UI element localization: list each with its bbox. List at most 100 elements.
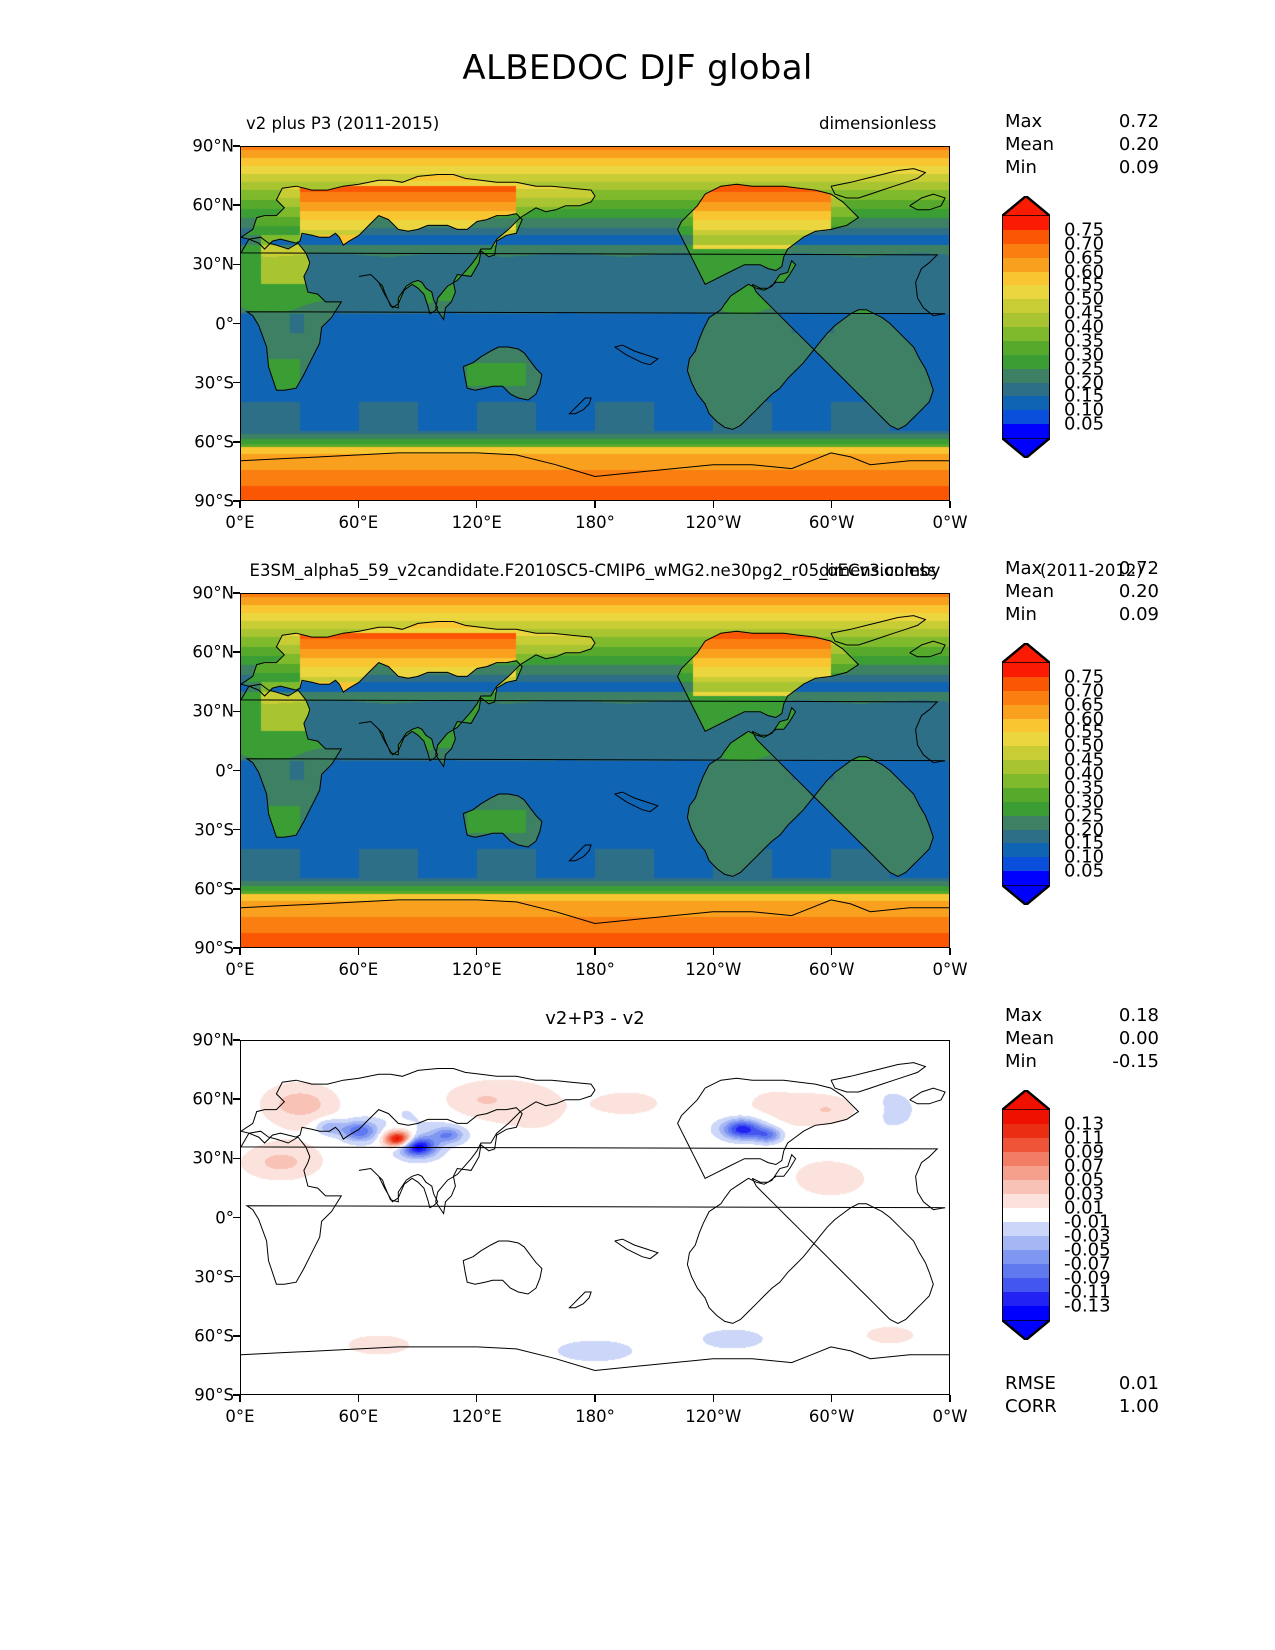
- colorbar-tick-label: 0.60: [1064, 261, 1105, 282]
- stats-difference-max-value: 0.18: [1118, 1005, 1159, 1026]
- coastline-path: [677, 183, 860, 285]
- coastline-path: [241, 1346, 949, 1372]
- colorbar-swatch: [1003, 1236, 1049, 1250]
- x-tick-label: 120°E: [451, 960, 502, 979]
- x-tick-mark: [830, 1395, 833, 1402]
- x-tick-label: 60°E: [338, 513, 379, 532]
- colorbar-tick-label: 0.75: [1064, 219, 1105, 241]
- y-tick-label: 30°S: [194, 820, 234, 840]
- x-tick-label: 0°W: [932, 513, 968, 532]
- y-tick-label: 90°N: [192, 583, 234, 603]
- y-tick-label: 60°N: [192, 195, 234, 215]
- colorbar-swatch: [1003, 774, 1049, 788]
- colorbar-over-arrow: [1002, 1090, 1050, 1110]
- colorbar-tick-label: 0.75: [1064, 666, 1105, 688]
- colorbar-swatch: [1003, 327, 1049, 341]
- colorbar-tick-label: -0.07: [1064, 1253, 1111, 1275]
- colorbar-swatch: [1003, 285, 1049, 300]
- colorbar-swatch: [1003, 1278, 1049, 1292]
- colorbar-tick-label: 0.70: [1064, 680, 1105, 702]
- panel-difference-title: v2+P3 - v2: [545, 1008, 645, 1029]
- x-tick-label: 0°W: [932, 960, 968, 979]
- colorbar-swatch: [1003, 663, 1049, 677]
- x-tick-mark: [239, 948, 241, 955]
- y-tick-label: 30°S: [194, 373, 234, 393]
- colorbar-tick-label: 0.15: [1064, 385, 1105, 407]
- colorbar-tick-label: 0.13: [1064, 1113, 1105, 1135]
- coastline-path: [241, 899, 949, 925]
- y-tick-mark: [233, 1394, 240, 1396]
- stats-test-max-value: 0.72: [1118, 111, 1159, 132]
- colorbar-tick-label: 0.05: [1064, 860, 1105, 882]
- coastline-path: [462, 1240, 543, 1295]
- stats-test-max-label: Max: [1005, 111, 1043, 132]
- y-tick-label: 90°N: [192, 136, 234, 156]
- x-tick-label: 60°E: [338, 960, 379, 979]
- x-tick-label: 0°E: [225, 513, 255, 532]
- x-tick-mark: [594, 1395, 596, 1402]
- colorbar-tick-label: 0.25: [1064, 358, 1105, 380]
- colorbar-swatch: [1003, 271, 1049, 286]
- x-tick-mark: [712, 948, 715, 955]
- contour-field: [241, 1041, 949, 1394]
- colorbar-swatch: [1003, 396, 1049, 411]
- colorbar-tick-label: 0.30: [1064, 344, 1105, 366]
- x-tick-mark: [712, 1395, 715, 1402]
- y-tick-mark: [233, 1335, 240, 1337]
- colorbar-under-arrow: [1002, 1320, 1050, 1340]
- coastline-path: [614, 344, 659, 366]
- coastline-path: [830, 168, 927, 199]
- colorbar-swatch: [1003, 1152, 1049, 1166]
- x-tick-mark: [357, 501, 360, 508]
- panel-reference-title-right: dimensionless: [819, 561, 937, 580]
- colorbar-tick-label: 0.40: [1064, 316, 1105, 338]
- colorbar-tick-label: 0.11: [1064, 1127, 1105, 1149]
- x-tick-label: 60°E: [338, 1407, 379, 1426]
- colorbar-swatch: [1003, 829, 1049, 844]
- y-tick-mark: [233, 1039, 240, 1041]
- stats-reference-mean-value: 0.20: [1118, 581, 1159, 602]
- x-tick-label: 180°: [575, 960, 615, 979]
- coastline-path: [358, 720, 439, 762]
- y-tick-label: 60°N: [192, 1089, 234, 1109]
- x-tick-mark: [712, 501, 715, 508]
- x-tick-label: 0°E: [225, 960, 255, 979]
- y-tick-mark: [233, 1157, 240, 1160]
- stats-difference-mean-value: 0.00: [1118, 1028, 1159, 1049]
- coastline-path: [462, 793, 543, 848]
- x-tick-mark: [594, 948, 596, 955]
- x-tick-label: 60°W: [808, 1407, 855, 1426]
- x-tick-label: 60°W: [808, 513, 855, 532]
- stats-reference-mean-label: Mean: [1005, 581, 1055, 602]
- colorbar-swatch: [1003, 676, 1049, 691]
- y-tick-label: 0°: [215, 314, 234, 333]
- map-difference: [240, 1040, 950, 1395]
- colorbar-difference: 0.13 0.11 0.09 0.07 0.05 0.03 0.01 -0.01 -0.03 -0…: [1002, 1090, 1111, 1340]
- colorbar-tick-label: -0.01: [1064, 1211, 1111, 1233]
- colorbar-tick-label: 0.55: [1064, 721, 1105, 743]
- coastline-path: [462, 346, 543, 401]
- x-tick-mark: [475, 948, 478, 955]
- x-tick-label: 180°: [575, 1407, 615, 1426]
- colorbar-swatch: [1003, 871, 1049, 885]
- colorbar-tick-label: 0.65: [1064, 694, 1105, 716]
- coastline-path: [909, 193, 946, 211]
- coastline-path: [568, 397, 592, 415]
- colorbar-tick-label: 0.25: [1064, 805, 1105, 827]
- y-tick-label: 60°S: [194, 879, 234, 899]
- x-tick-label: 120°E: [451, 513, 502, 532]
- x-tick-mark: [475, 1395, 478, 1402]
- y-tick-label: 30°N: [192, 701, 234, 721]
- colorbar-tick-label: 0.55: [1064, 274, 1105, 296]
- colorbar-body: [1002, 1110, 1050, 1320]
- colorbar-swatch: [1003, 732, 1049, 747]
- y-tick-mark: [233, 322, 240, 325]
- colorbar-swatch: [1003, 787, 1049, 802]
- x-tick-mark: [239, 1395, 241, 1402]
- y-tick-label: 30°S: [194, 1267, 234, 1287]
- metric-corr-value: 1.00: [1118, 1396, 1159, 1417]
- coastline-path: [241, 236, 946, 391]
- colorbar-tick-label: 0.20: [1064, 372, 1105, 393]
- colorbar-swatch: [1003, 760, 1049, 774]
- colorbar-swatch: [1003, 857, 1049, 872]
